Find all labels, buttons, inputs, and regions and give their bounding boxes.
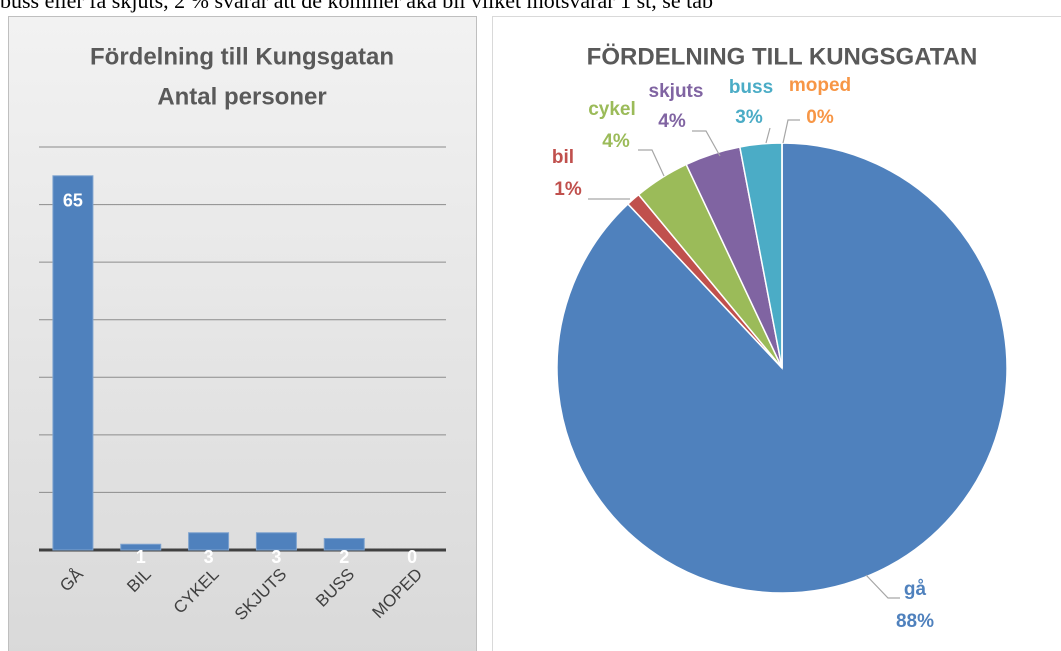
data-label: 1 — [136, 547, 146, 567]
bar — [323, 537, 365, 551]
data-label: 2 — [339, 547, 349, 567]
bar — [188, 532, 230, 551]
pie-title: FÖRDELNING TILL KUNGSGATAN — [587, 43, 978, 70]
slice-name: cykel — [588, 99, 636, 120]
data-label: 65 — [63, 191, 83, 211]
bar-subtitle: Antal personer — [157, 83, 326, 110]
slice-value: 4% — [602, 131, 630, 152]
slice-name: gå — [904, 579, 927, 600]
leader-line — [782, 119, 800, 144]
slice-value: 88% — [896, 611, 934, 632]
document-text-box: buss eller få skjuts, 2 % svarar att de … — [0, 0, 1061, 16]
document-text: buss eller få skjuts, 2 % svarar att de … — [0, 0, 713, 13]
data-label: 3 — [204, 547, 214, 567]
slice-value: 0% — [806, 107, 834, 128]
leader-line — [765, 127, 771, 144]
data-label: 0 — [407, 547, 417, 567]
bar — [52, 175, 94, 551]
leader-line — [638, 149, 665, 177]
slice-value: 1% — [554, 179, 582, 200]
slice-name: buss — [729, 77, 773, 98]
slice-name: skjuts — [649, 81, 704, 102]
bar — [120, 543, 162, 551]
slice-value: 4% — [658, 111, 686, 132]
bar — [255, 532, 297, 551]
slice-name: moped — [789, 75, 851, 96]
leader-line — [865, 574, 900, 599]
leader-line — [692, 130, 721, 157]
data-label: 3 — [271, 547, 281, 567]
slice-value: 3% — [735, 107, 763, 128]
bar-title: Fördelning till Kungsgatan — [90, 43, 394, 70]
slice-name: bil — [552, 147, 574, 168]
